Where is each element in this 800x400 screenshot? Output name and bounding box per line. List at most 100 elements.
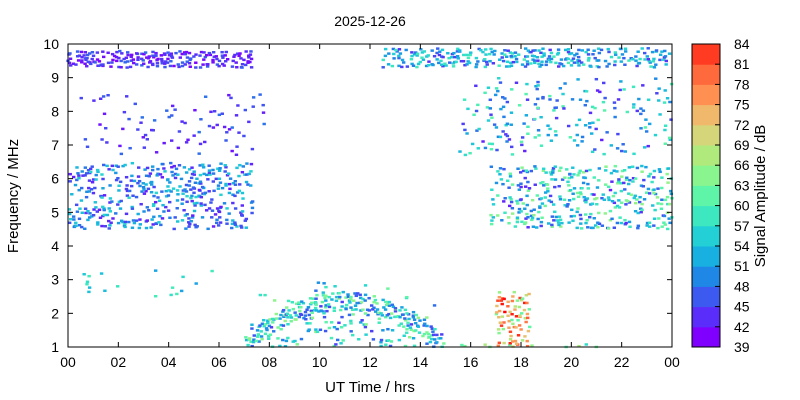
data-point (606, 227, 611, 230)
data-point (192, 134, 196, 137)
data-point (117, 184, 121, 187)
data-point (523, 207, 527, 210)
data-point (225, 174, 230, 177)
data-point (472, 113, 476, 117)
data-point (531, 49, 535, 52)
data-point (235, 145, 239, 148)
data-point (373, 310, 378, 313)
data-point (592, 216, 596, 220)
data-point (662, 221, 666, 224)
data-point (152, 185, 156, 189)
data-point (122, 110, 127, 114)
data-point (286, 299, 291, 303)
data-point (169, 59, 173, 63)
data-point (430, 63, 434, 66)
data-point (468, 53, 472, 57)
data-point (575, 52, 579, 56)
data-point (166, 57, 170, 61)
data-point (186, 138, 190, 142)
data-point (184, 50, 189, 54)
data-point (520, 136, 525, 139)
data-point (314, 303, 318, 306)
data-point (207, 164, 211, 167)
data-point (111, 168, 115, 172)
data-point (520, 339, 525, 342)
data-point (114, 55, 119, 59)
data-point (423, 322, 427, 326)
data-point (274, 312, 278, 316)
data-point (437, 61, 441, 65)
data-point (122, 224, 127, 227)
data-point (579, 192, 583, 196)
data-point (244, 338, 249, 342)
data-point (340, 305, 344, 308)
data-point (505, 60, 510, 64)
data-point (387, 300, 391, 304)
data-point (548, 48, 552, 52)
data-point (616, 182, 620, 185)
data-point (364, 333, 368, 336)
data-point (430, 334, 434, 337)
data-point (109, 221, 113, 224)
data-point (501, 130, 505, 133)
data-point (240, 204, 244, 207)
data-point (74, 224, 78, 228)
data-point (590, 202, 595, 205)
data-point (517, 104, 522, 107)
data-point (327, 295, 331, 299)
data-point (260, 337, 264, 341)
data-point (623, 50, 628, 53)
data-point (102, 112, 107, 116)
data-point (519, 182, 523, 185)
data-point (502, 341, 506, 345)
data-point (356, 292, 360, 295)
data-point (207, 124, 212, 128)
data-point (411, 315, 416, 319)
data-point (80, 55, 84, 59)
data-point (494, 87, 499, 90)
data-point (525, 344, 530, 348)
data-point (217, 177, 222, 181)
data-point (510, 153, 515, 156)
data-point (146, 187, 151, 191)
data-point (476, 103, 480, 107)
data-point (258, 293, 263, 297)
data-point (228, 187, 232, 191)
data-point (466, 56, 471, 60)
data-point (332, 306, 336, 310)
data-point (521, 202, 525, 205)
data-point (189, 196, 193, 200)
data-point (87, 286, 92, 289)
data-point (654, 63, 658, 66)
data-point (346, 295, 351, 298)
data-point (516, 202, 520, 205)
data-point (517, 188, 521, 191)
data-point (393, 310, 398, 313)
data-point (554, 61, 558, 65)
data-point (310, 316, 315, 320)
data-point (386, 327, 390, 331)
data-point (507, 326, 511, 329)
data-point (458, 150, 462, 153)
colorbar-segment (692, 165, 720, 186)
data-point (656, 202, 660, 205)
data-point (539, 144, 544, 147)
data-point (364, 323, 368, 326)
data-point (509, 200, 514, 204)
data-point (512, 290, 516, 294)
data-point (240, 213, 244, 217)
data-point (290, 301, 295, 304)
data-point (363, 299, 367, 302)
y-tick-label: 1 (51, 339, 59, 355)
data-point (494, 181, 499, 185)
data-point (605, 65, 609, 68)
data-point (525, 63, 530, 66)
data-point (211, 225, 216, 228)
data-point (663, 223, 667, 226)
data-point (155, 174, 159, 177)
data-point (251, 105, 255, 108)
data-point (489, 165, 494, 168)
data-point (517, 324, 522, 327)
data-point (593, 56, 597, 60)
data-point (198, 54, 202, 57)
